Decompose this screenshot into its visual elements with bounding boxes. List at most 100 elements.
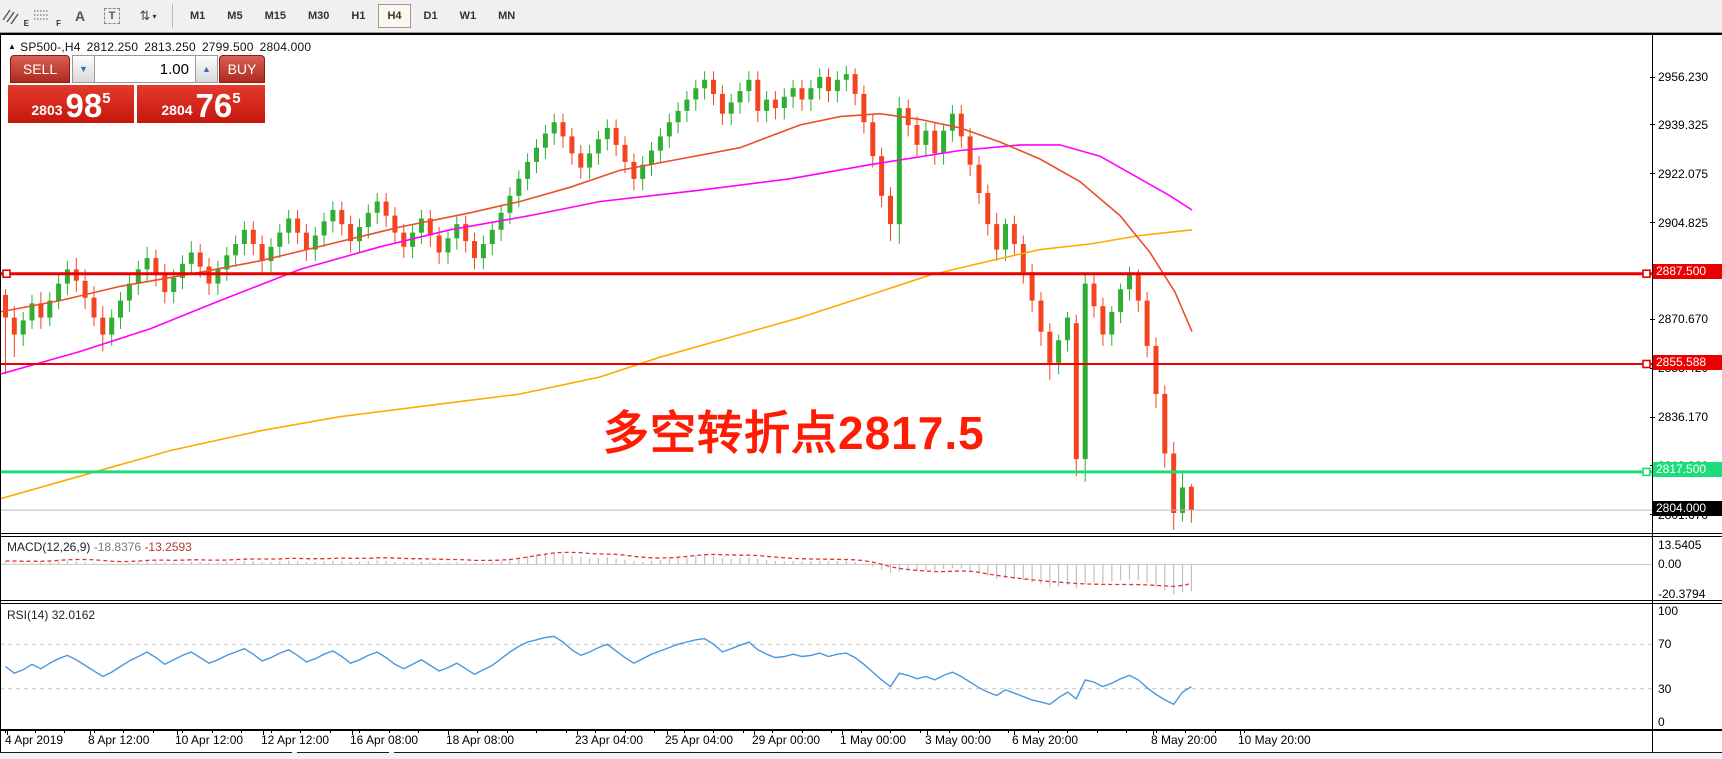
time-tick-mark <box>1014 730 1015 735</box>
sell-button[interactable]: SELL <box>10 55 70 83</box>
grid-dots-icon <box>34 10 48 20</box>
annotation-text[interactable]: 多空转折点2817.5 <box>603 407 985 459</box>
time-tick-mark <box>927 730 928 735</box>
rsi-label: RSI(14) 32.0162 <box>7 608 95 622</box>
sell-price-box[interactable]: 2803 98 5 <box>8 85 134 123</box>
price-tick-mark <box>1650 76 1655 78</box>
timeframe-button-h4[interactable]: H4 <box>378 4 411 28</box>
timeframe-button-mn[interactable]: MN <box>498 10 516 22</box>
timeframe-button-m1[interactable]: M1 <box>190 10 206 22</box>
time-axis-label: 23 Apr 04:00 <box>575 733 644 747</box>
time-minor-tick <box>123 730 124 733</box>
rsi-value: 32.0162 <box>51 608 96 622</box>
time-minor-tick <box>890 730 891 733</box>
time-axis-label: 3 May 00:00 <box>925 733 992 747</box>
timeframe-buttons: M1 M5 M15 M30 H1 H4 D1 W1 MN <box>179 4 526 28</box>
buy-price-sup: 5 <box>232 90 241 107</box>
price-tick-mark <box>1650 416 1655 418</box>
rsi-indicator-canvas[interactable] <box>0 603 1652 730</box>
time-axis-label: 16 Apr 08:00 <box>350 733 419 747</box>
time-minor-tick <box>1126 730 1127 733</box>
time-minor-tick <box>389 730 390 733</box>
grid-icon[interactable]: F <box>33 3 63 29</box>
time-axis-label: 8 May 20:00 <box>1151 733 1218 747</box>
timeframe-button-m15[interactable]: M15 <box>264 10 286 22</box>
collapse-triangle-icon[interactable]: ▲ <box>8 42 17 51</box>
volume-decrease-button[interactable]: ▼ <box>72 55 94 83</box>
time-minor-tick <box>182 730 183 733</box>
price-level-box[interactable]: 2887.500 <box>1653 264 1722 280</box>
rsi-axis-label: 100 <box>1658 603 1679 618</box>
time-minor-tick <box>5 730 6 733</box>
timeframe-button-h1[interactable]: H1 <box>351 10 366 22</box>
timeframe-button-m5[interactable]: M5 <box>227 10 243 22</box>
time-tick-mark <box>263 730 264 735</box>
time-minor-tick <box>654 730 655 733</box>
time-minor-tick <box>418 730 419 733</box>
time-tick-mark <box>177 730 178 735</box>
time-axis-label: 8 Apr 12:00 <box>88 733 150 747</box>
time-minor-tick <box>684 730 685 733</box>
price-axis-line[interactable] <box>1652 35 1653 754</box>
text-a-icon[interactable]: A <box>65 3 95 29</box>
price-level-box[interactable]: 2855.588 <box>1653 354 1722 370</box>
bottom-tab-strip[interactable] <box>0 752 1722 759</box>
time-minor-tick <box>802 730 803 733</box>
timeframe-button-w1[interactable]: W1 <box>459 10 477 22</box>
timeframe-button-m30[interactable]: M30 <box>307 10 330 22</box>
ohlc-open: 2812.250 <box>86 40 139 54</box>
icon-sub-label: E <box>23 19 29 28</box>
price-tick-mark <box>1650 173 1655 175</box>
macd-axis-label: 0.00 <box>1658 557 1682 572</box>
volume-increase-button[interactable]: ▲ <box>196 55 218 83</box>
time-minor-tick <box>35 730 36 733</box>
time-minor-tick <box>861 730 862 733</box>
time-tick-mark <box>1240 730 1241 735</box>
chart-hatch-icon[interactable]: E <box>1 3 31 29</box>
price-tick-label: 2956.230 <box>1658 70 1709 85</box>
buy-button[interactable]: BUY <box>219 55 265 83</box>
sort-arrows-icon[interactable]: ⇅ ▾ <box>129 3 167 29</box>
time-axis-label: 4 Apr 2019 <box>5 733 64 747</box>
macd-axis-label: 13.5405 <box>1658 537 1702 552</box>
rsi-name: RSI(14) <box>7 608 49 622</box>
time-tick-mark <box>754 730 755 735</box>
time-minor-tick <box>153 730 154 733</box>
symbol-timeframe-label: SP500-,H4 <box>20 40 81 54</box>
text-t-icon[interactable]: T <box>97 3 127 29</box>
time-minor-tick <box>1097 730 1098 733</box>
time-minor-tick <box>536 730 537 733</box>
macd-name: MACD(12,26,9) <box>7 540 91 554</box>
time-tick-mark <box>667 730 668 735</box>
time-minor-tick <box>212 730 213 733</box>
tab-edge <box>394 752 1722 753</box>
time-minor-tick <box>1185 730 1186 733</box>
chart-title: ▲ SP500-,H4 2812.250 2813.250 2799.500 2804.0… <box>8 40 317 54</box>
time-minor-tick <box>94 730 95 733</box>
time-minor-tick <box>359 730 360 733</box>
time-minor-tick <box>566 730 567 733</box>
sell-price-sup: 5 <box>102 90 111 107</box>
time-tick-mark <box>577 730 578 735</box>
buy-price-box[interactable]: 2804 76 5 <box>137 85 265 123</box>
panel-border <box>0 533 1722 534</box>
timeframe-button-d1[interactable]: D1 <box>423 10 438 22</box>
volume-input[interactable] <box>94 55 196 83</box>
time-tick-mark <box>7 730 8 735</box>
price-level-box[interactable]: 2817.500 <box>1653 462 1722 478</box>
time-minor-tick <box>330 730 331 733</box>
time-axis-label: 10 May 20:00 <box>1238 733 1311 747</box>
price-tick-mark <box>1650 514 1655 516</box>
time-minor-tick <box>1008 730 1009 733</box>
time-minor-tick <box>477 730 478 733</box>
time-minor-tick <box>1244 730 1245 733</box>
toolbar: E F A T ⇅ ▾ M1 M5 M15 M30 H1 H4 D1 W1 MN <box>0 0 1722 33</box>
time-minor-tick <box>1067 730 1068 733</box>
panel-border <box>0 33 1722 35</box>
main-chart-canvas[interactable] <box>0 35 1652 533</box>
time-axis-label: 12 Apr 12:00 <box>261 733 330 747</box>
time-axis-label: 29 Apr 00:00 <box>752 733 821 747</box>
time-minor-tick <box>979 730 980 733</box>
macd-indicator-canvas[interactable] <box>0 535 1652 601</box>
time-minor-tick <box>64 730 65 733</box>
